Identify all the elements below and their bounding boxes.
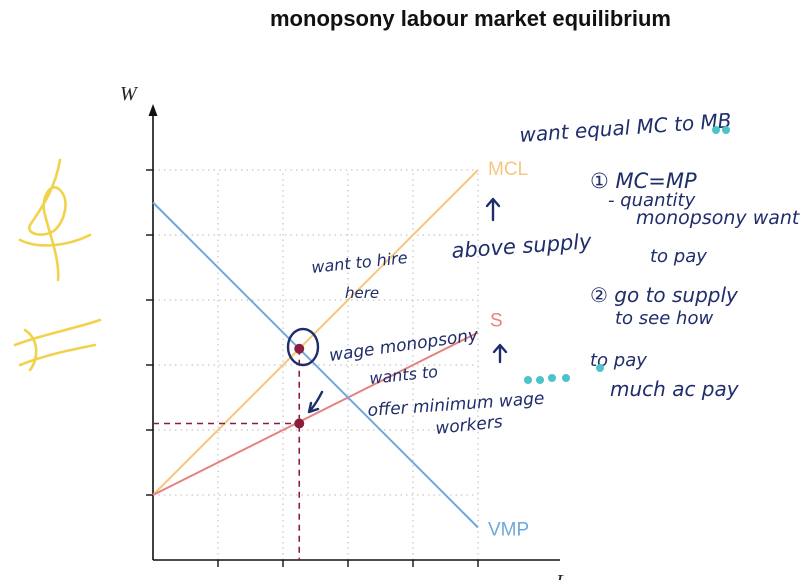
annotation-text: monopsony want — [636, 207, 801, 229]
series-label-vmp: VMP — [488, 520, 529, 541]
highlight-dot — [712, 126, 720, 134]
data-point — [294, 343, 305, 354]
highlight-dot — [596, 364, 604, 372]
highlight-dot — [548, 374, 556, 382]
series-labels: MCL S VMP — [488, 159, 529, 541]
series-lines — [152, 169, 479, 529]
chart-title: monopsony labour market equilibrium — [270, 6, 671, 31]
annotation-text: - quantity — [608, 190, 696, 211]
annotation-text: to see how — [615, 308, 713, 329]
arrow-up-mcl-ink — [485, 197, 501, 222]
series-line-mcl — [152, 169, 479, 496]
annotation-text: ① MC=MP — [590, 169, 697, 193]
highlight-dot — [562, 374, 570, 382]
annotation-text: workers — [434, 412, 503, 439]
axis-ticks — [146, 169, 479, 567]
equilibrium-points — [294, 343, 305, 429]
dashed-guides — [153, 348, 301, 560]
annotation-text: here — [345, 284, 379, 302]
annotation-texts: want equal MC to MB ① MC=MP- quantitymono… — [310, 108, 801, 439]
series-label-mcl: MCL — [488, 159, 528, 180]
highlight-dot — [536, 376, 544, 384]
annotation-text: ② go to supply — [590, 283, 739, 307]
handwritten-notes — [13, 158, 508, 414]
highlight-dot — [722, 126, 730, 134]
circled-point-ink — [286, 327, 320, 367]
highlight-dot — [524, 376, 532, 384]
x-axis-label: L — [555, 571, 567, 580]
annotation-text: want equal MC to MB — [519, 108, 732, 147]
annotation-text: much ac pay — [610, 377, 740, 401]
y-axis-arrow — [148, 104, 158, 116]
y-axis-label: W — [120, 83, 139, 105]
data-point — [294, 418, 305, 429]
annotation-text: wage monopsony — [328, 325, 480, 366]
annotation-text: above supply — [451, 229, 593, 263]
annotation-text: want to hire — [310, 248, 408, 277]
axes — [148, 104, 560, 561]
annotation-text: wants to — [368, 362, 439, 388]
annotation-text: to pay — [590, 350, 647, 371]
arrow-up-s-ink — [492, 343, 508, 364]
annotation-text: to pay — [650, 246, 707, 267]
series-line-s — [152, 331, 479, 496]
series-line-vmp — [152, 201, 479, 529]
arrow-to-wage-ink — [307, 390, 324, 414]
scribble-yellow — [13, 158, 102, 372]
series-label-s: S — [490, 311, 503, 332]
